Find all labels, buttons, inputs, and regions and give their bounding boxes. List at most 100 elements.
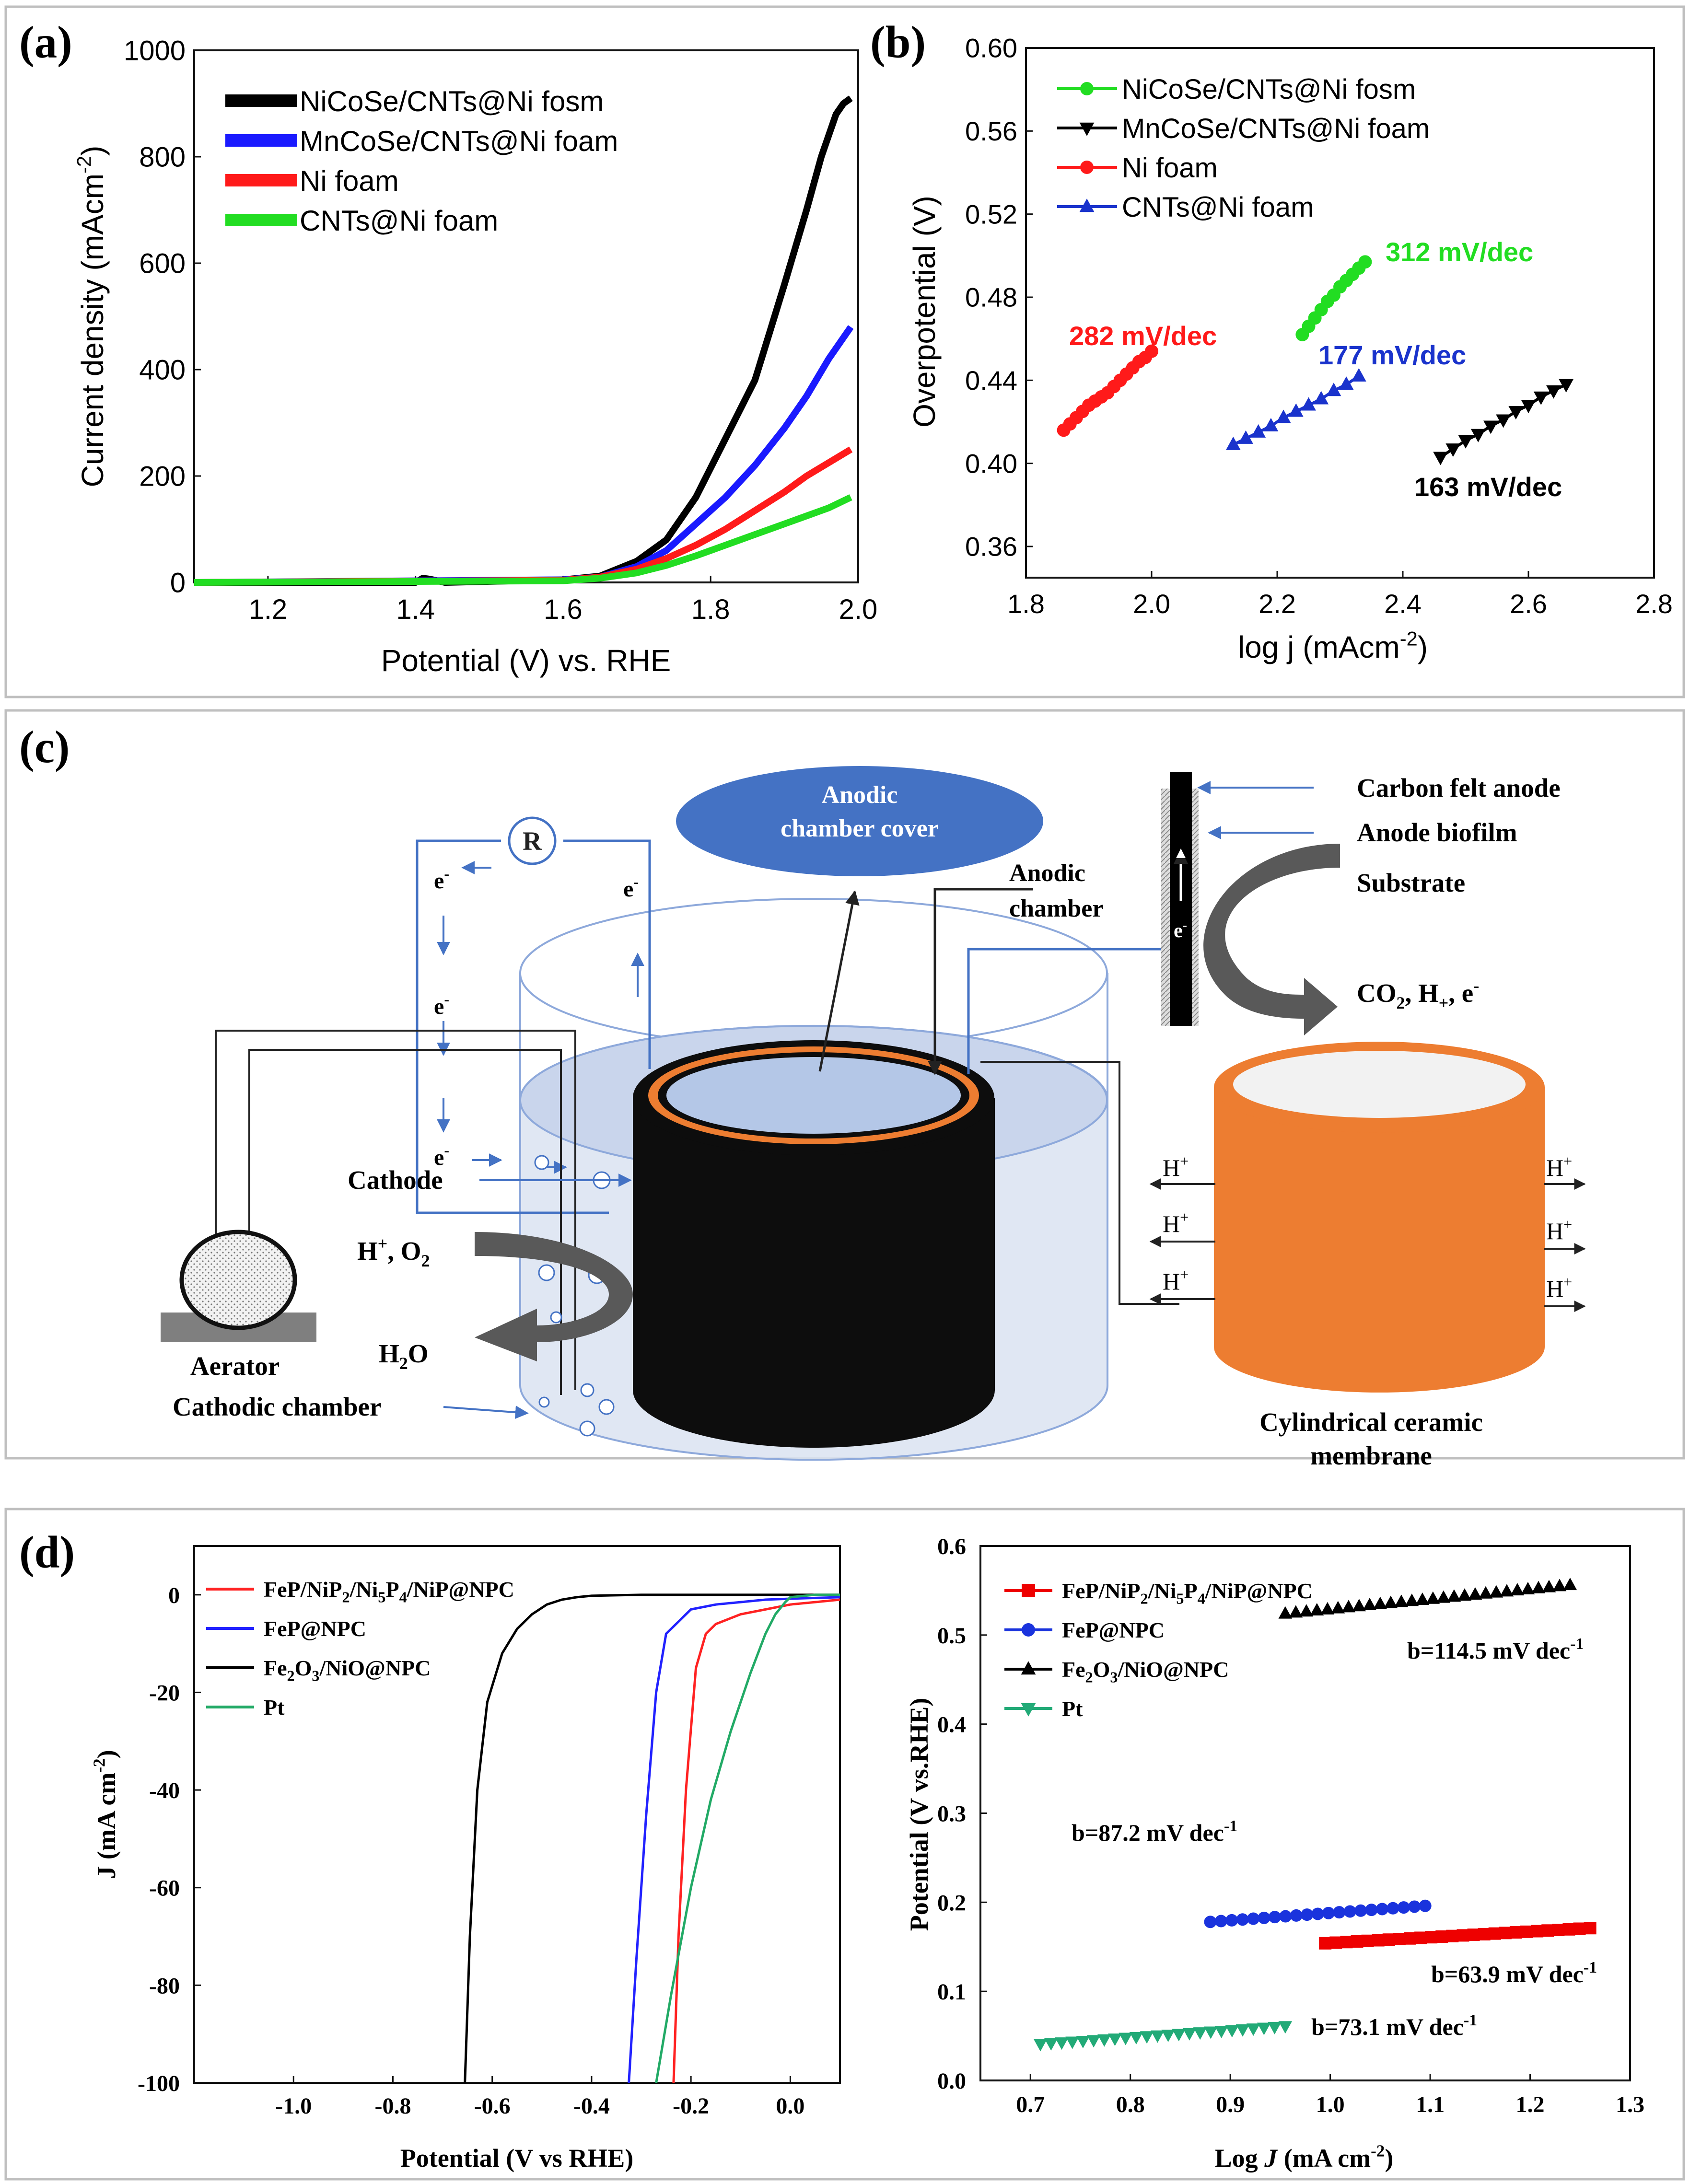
x-axis-title: Log J (mA cm-2) — [1215, 2141, 1394, 2172]
h2o-sub: 2 — [399, 1354, 408, 1373]
series-2-point — [1145, 344, 1158, 358]
plot-frame — [193, 1545, 841, 2084]
legend-label-0: FeP/NiP2/Ni5P4/NiP@NPC — [1062, 1579, 1313, 1607]
proton-label-1: H — [1163, 1154, 1180, 1181]
series-3-point — [1193, 2027, 1207, 2040]
cathode-reaction-arrow — [475, 1232, 633, 1361]
svg-text:H+: H+ — [1546, 1152, 1572, 1181]
anodic-chamber-label-2: chamber — [1009, 895, 1103, 922]
series-2-point — [1310, 1603, 1324, 1616]
legend-marker-1 — [1022, 1623, 1035, 1637]
series-1-point — [1408, 1900, 1421, 1913]
chart-d-polarization: -1.0 -0.8 -0.6 -0.4 -0.2 0.0 -100 -80 -60 -40 -20 0… — [90, 1545, 841, 2172]
series-1-point — [1470, 429, 1486, 442]
x-tick-label: 1.6 — [544, 594, 583, 625]
series-1-point — [1225, 1914, 1238, 1927]
series-line-0 — [672, 1598, 840, 2083]
svg-text:H+: H+ — [1546, 1216, 1572, 1244]
h-o2-b: , O — [387, 1236, 421, 1266]
electron-label-2: e — [623, 876, 633, 902]
series-2-point — [1521, 1581, 1535, 1594]
electron-label-3-sup: - — [444, 990, 449, 1008]
series-3-point — [1301, 397, 1316, 411]
x-tick-label: 1.8 — [691, 594, 730, 625]
h-o2-label: H+, O2 — [357, 1234, 430, 1270]
anodic-chamber-cover — [676, 766, 1043, 876]
series-2-point — [1341, 1600, 1356, 1613]
resistor — [508, 816, 557, 865]
cover-arrow — [818, 890, 860, 1072]
slope-annotation-2: 177 mV/dec — [1318, 340, 1466, 370]
svg-text:e-: e- — [623, 873, 639, 902]
products-sup: - — [1473, 976, 1479, 995]
legend-marker-3 — [1021, 1703, 1036, 1717]
y-tick-label: 0.1 — [937, 1979, 966, 2005]
series-3-point — [1251, 424, 1266, 438]
ceramic-membrane — [1214, 1042, 1545, 1393]
substrate-label: Substrate — [1357, 868, 1465, 897]
y-tick-label: 0.56 — [965, 116, 1017, 146]
series-2-point — [1531, 1580, 1546, 1593]
x-tick-label: 0.7 — [1016, 2092, 1045, 2117]
legend-marker-2 — [1021, 1661, 1036, 1675]
y-tick-label: 800 — [139, 141, 186, 173]
proton-label-3: H — [1163, 1268, 1180, 1295]
series-3-point — [1161, 2030, 1175, 2043]
series-1-point — [1279, 1910, 1292, 1923]
chart-b-tafel: 1.8 2.0 2.2 2.4 2.6 2.8 0.36 0.40 0.44 0.48 0.52 0.… — [907, 33, 1673, 664]
products-label: CO2, H+, e- — [1357, 976, 1479, 1012]
legend-label-1: FeP@NPC — [264, 1616, 366, 1641]
series-0-point — [1541, 1924, 1554, 1937]
x-tick-label: 2.2 — [1259, 589, 1296, 619]
membrane-connector — [980, 1061, 1179, 1305]
y-tick-label: 0.4 — [937, 1712, 966, 1738]
series-0-point — [1520, 1925, 1533, 1938]
chart-d-tafel: 0.7 0.8 0.9 1.0 1.1 1.2 1.3 0.0 0.1 0.2 0.3 0.4 0.5 0… — [905, 1534, 1644, 2172]
series-1-point — [1343, 1905, 1356, 1918]
series-3-point — [1238, 430, 1253, 444]
series-1-point — [1204, 1916, 1217, 1928]
series-3-point — [1076, 2035, 1090, 2048]
series-3-point — [1246, 2023, 1260, 2036]
y-tick-label: 0.6 — [937, 1534, 966, 1559]
series-line-1 — [628, 1596, 840, 2083]
x-axis-title: Potential (V) vs. RHE — [381, 643, 671, 678]
series-1-point — [1376, 1903, 1389, 1916]
svg-text:e-: e- — [434, 865, 449, 894]
legend-marker-0 — [1080, 82, 1094, 95]
series-1-point — [1236, 1913, 1249, 1926]
series-1-point — [1559, 379, 1573, 393]
series-2-point — [1405, 1593, 1419, 1606]
series-3-point — [1129, 2032, 1143, 2045]
series-0-point — [1499, 1927, 1512, 1940]
legend-label-0: NiCoSe/CNTs@Ni fosm — [300, 85, 604, 117]
y-axis-title: J (mA cm-2) — [90, 1750, 121, 1879]
legend-label-1: MnCoSe/CNTs@Ni foam — [300, 125, 618, 157]
legend-label-3: Pt — [264, 1695, 285, 1719]
substrate-arrow — [1203, 844, 1340, 1035]
svg-text:H+: H+ — [1163, 1208, 1189, 1237]
h-o2-sup: + — [378, 1234, 388, 1253]
products-sub: 2 — [1397, 993, 1405, 1012]
membrane-label-2: membrane — [1310, 1441, 1432, 1470]
series-2-point — [1457, 1588, 1472, 1601]
series-2-point — [1447, 1589, 1461, 1602]
series-3-point — [1288, 403, 1304, 417]
anodic-chamber-arrow — [928, 888, 1033, 1075]
series-1-point — [1445, 443, 1461, 457]
aerator-label: Aerator — [190, 1351, 280, 1381]
y-tick-label: 200 — [139, 461, 186, 492]
h-o2-a: H — [357, 1236, 378, 1266]
series-2-point — [1479, 1586, 1493, 1599]
series-1-point — [1290, 1909, 1303, 1922]
series-3-point — [1339, 376, 1354, 390]
series-0-point — [1552, 1924, 1565, 1937]
series-0-point — [1414, 1931, 1427, 1944]
products-main: CO — [1357, 978, 1397, 1008]
proton-label-2: H — [1163, 1210, 1180, 1237]
series-3-point — [1278, 2021, 1293, 2034]
plot-frame — [1025, 47, 1655, 579]
x-tick-label: 1.0 — [1316, 2092, 1345, 2117]
series-2-point — [1289, 1605, 1303, 1618]
